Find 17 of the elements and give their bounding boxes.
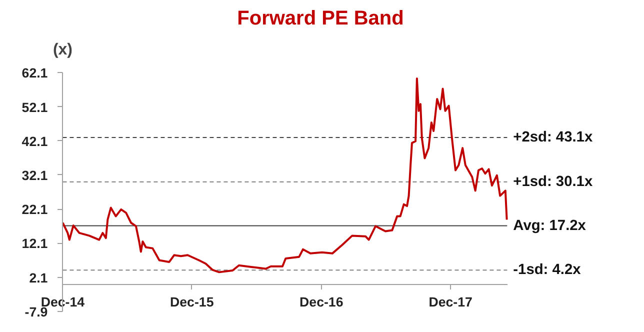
y-tick-label: 62.1 (22, 66, 48, 81)
chart-title: Forward PE Band (237, 8, 404, 30)
ref-line-label: +2sd: 43.1x (513, 129, 594, 146)
ref-line-label: Avg: 17.2x (513, 218, 587, 234)
y-tick-label: 22.1 (22, 202, 48, 218)
ref-line-label: -1sd: 4.2x (513, 262, 582, 278)
x-tick-label: Dec-15 (170, 294, 214, 310)
y-tick-label: 2.1 (29, 270, 48, 286)
y-tick-label: 52.1 (22, 100, 48, 115)
y-axis-title: (x) (52, 42, 73, 59)
y-tick-label: 32.1 (22, 168, 48, 183)
ref-line-label: +1sd: 30.1x (513, 174, 594, 190)
y-tick-label: 12.1 (22, 236, 48, 252)
x-tick-label: Dec-16 (300, 294, 344, 310)
x-tick-label: Dec-17 (428, 294, 472, 310)
line-series (62, 77, 508, 274)
y-tick-label: 42.1 (22, 134, 48, 149)
